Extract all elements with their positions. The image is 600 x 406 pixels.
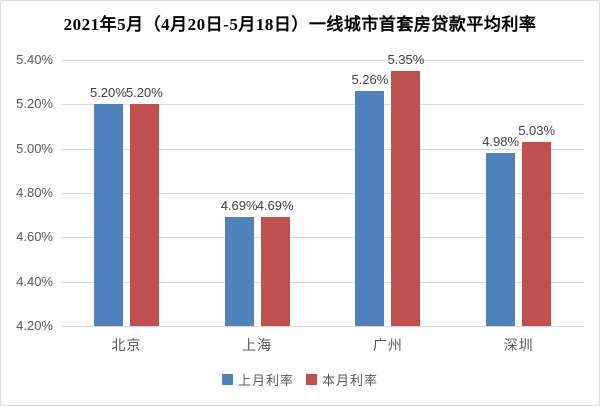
bar-group-4: 4.98% 5.03% [453,60,584,326]
y-axis-tick-label: 4.40% [16,273,53,289]
bar-series-2-cat-1: 5.20% [126,85,163,326]
bar-data-label: 4.69% [220,198,258,214]
bar-data-label: 4.69% [256,198,294,214]
bar-series-1-cat-3: 5.26% [351,72,388,326]
y-axis-tick-label: 4.80% [16,185,53,200]
legend-item-2: 本月利率 [306,370,378,389]
legend-label: 上月利率 [237,373,294,388]
bar-group-1: 5.20% 5.20% [61,60,192,326]
legend-item-1: 上月利率 [221,370,294,389]
bar-series-2-cat-2: 4.69% [257,198,294,326]
bar-series-1-cat-2: 4.69% [221,198,258,326]
gridline [61,148,584,150]
bar-groups: 5.20% 5.20% 4.69% 4.69% 5.26% 5.35% 4.98% 5.03% [61,52,584,326]
bar-series-2-cat-3: 5.35% [387,52,424,326]
bar-series-1-cat-1: 5.20% [90,85,127,326]
bar-data-label: 5.20% [89,85,127,101]
x-axis-category-label: 北京 [111,337,142,353]
gridline [61,193,584,194]
x-axis-category-label: 广州 [372,337,403,353]
gridline [61,326,584,327]
bar-data-label: 4.98% [482,134,520,150]
bar-data-label: 5.35% [387,52,425,68]
y-axis-tick-label: 5.00% [16,140,53,156]
legend-label: 本月利率 [322,373,379,388]
bar-group-2: 4.69% 4.69% [192,60,323,326]
bar-data-label: 5.03% [518,123,556,139]
bar-series-2-cat-4: 5.03% [518,123,555,326]
gridline [61,104,584,106]
y-axis-tick-label: 4.60% [16,229,53,245]
x-axis: 北京 上海 广州 深圳 [61,335,584,355]
legend-swatch-icon [306,374,317,385]
bar-data-label: 5.26% [351,72,389,88]
gridline [61,237,584,239]
bar-data-label: 5.20% [125,85,163,101]
bar-group-3: 5.26% 5.35% [323,52,454,326]
legend-swatch-icon [221,374,233,385]
y-axis-tick-label: 5.40% [16,52,53,67]
gridline [61,281,584,283]
y-axis: 5.40% 5.20% 5.00% 4.80% 4.60% 4.40% 4.20% [1,52,53,333]
x-axis-category-label: 上海 [242,337,273,353]
chart-title: 2021年5月（4月20日-5月18日）一线城市首套房贷款平均利率 [63,15,537,34]
gridline [61,60,584,61]
y-axis-tick-label: 4.20% [16,318,53,333]
x-axis-category-label: 深圳 [503,337,534,353]
y-axis-tick-label: 5.20% [16,96,53,112]
plot-area [61,60,584,327]
legend: 上月利率 本月利率 [1,370,599,389]
bar-series-1-cat-4: 4.98% [482,134,519,326]
